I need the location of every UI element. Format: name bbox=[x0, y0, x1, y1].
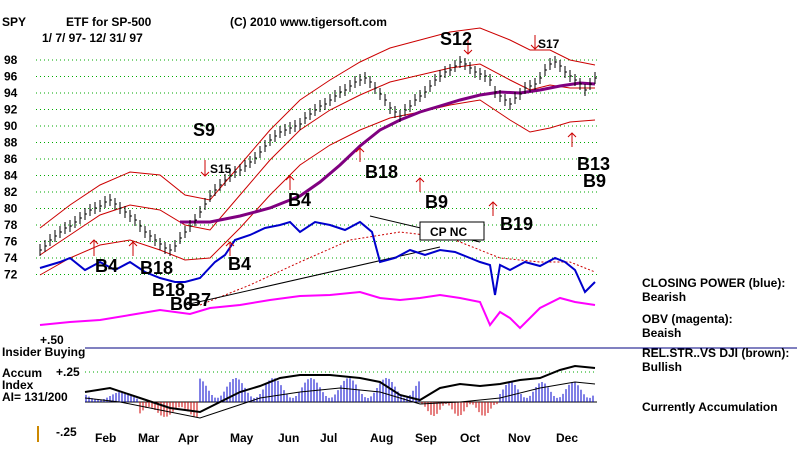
price-tick-94: 94 bbox=[4, 86, 18, 100]
price-tick-74: 74 bbox=[4, 251, 18, 265]
signal-B13-dec: B13 bbox=[577, 154, 610, 174]
price-tick-78: 78 bbox=[4, 218, 18, 232]
signal-S17: S17 bbox=[538, 37, 560, 51]
month-label-may: May bbox=[230, 431, 254, 445]
accum-title-1: Accum bbox=[2, 366, 42, 380]
price-tick-88: 88 bbox=[4, 136, 18, 150]
signal-B9-dec: B9 bbox=[583, 171, 606, 191]
signal-arrows bbox=[89, 35, 577, 256]
month-label-feb: Feb bbox=[95, 431, 116, 445]
price-tick-90: 90 bbox=[4, 119, 18, 133]
date-range: 1/ 7/ 97- 12/ 31/ 97 bbox=[42, 31, 143, 45]
price-tick-84: 84 bbox=[4, 169, 18, 183]
signal-S15: S15 bbox=[210, 162, 232, 176]
rel-str-line bbox=[199, 231, 596, 306]
price-tick-80: 80 bbox=[4, 202, 18, 216]
month-axis: Feb Mar Apr May Jun Jul Aug Sep Oct Nov Dec bbox=[95, 431, 578, 445]
legend-obv: OBV (magenta): Beaish bbox=[642, 312, 733, 340]
mid-band bbox=[39, 63, 595, 256]
month-label-aug: Aug bbox=[370, 431, 393, 445]
signal-S12: S12 bbox=[440, 29, 472, 49]
legend-rs-value: Bullish bbox=[642, 360, 683, 374]
legend-cp-value: Bearish bbox=[642, 290, 687, 304]
price-bars bbox=[39, 56, 597, 256]
accum-ma-line bbox=[84, 364, 596, 414]
legend-closing-power: CLOSING POWER (blue): Bearish bbox=[642, 276, 785, 304]
legend-acc-title: Currently Accumulation bbox=[642, 400, 778, 414]
signal-B7-apr: B7 bbox=[188, 290, 211, 310]
signal-B18-mar2: B18 bbox=[152, 280, 185, 300]
legend-accumulation: Currently Accumulation bbox=[642, 400, 778, 414]
price-tick-92: 92 bbox=[4, 103, 18, 117]
accum-title-2: Index bbox=[2, 378, 34, 392]
cp-nc-label: CP NC bbox=[430, 225, 467, 239]
signal-B9-sep: B9 bbox=[425, 192, 448, 212]
upper-band bbox=[39, 27, 596, 229]
moving-average bbox=[180, 81, 596, 224]
month-label-dec: Dec bbox=[556, 431, 578, 445]
legend-rel-str: REL.STR..VS DJI (brown): Bullish bbox=[642, 346, 789, 374]
legend-obv-title: OBV (magenta): bbox=[642, 312, 733, 326]
signal-B4-may: B4 bbox=[288, 190, 311, 210]
price-tick-86: 86 bbox=[4, 152, 18, 166]
cp-nc-box bbox=[419, 221, 485, 241]
price-tick-98: 98 bbox=[4, 53, 18, 67]
obv-line bbox=[39, 290, 596, 330]
accum-thin-line bbox=[84, 381, 596, 419]
signal-B4-apr: B4 bbox=[228, 254, 251, 274]
price-tick-96: 96 bbox=[4, 70, 18, 84]
signal-B18-aug: B18 bbox=[365, 162, 398, 182]
price-tick-82: 82 bbox=[4, 185, 18, 199]
closing-power bbox=[39, 220, 596, 296]
month-label-apr: Apr bbox=[178, 431, 199, 445]
signal-B4-feb: B4 bbox=[95, 256, 118, 276]
lower-band bbox=[39, 99, 596, 276]
price-axis: 98 96 94 92 90 88 86 84 82 80 78 76 74 72 bbox=[4, 53, 18, 282]
legend-cp-title: CLOSING POWER (blue): bbox=[642, 276, 786, 290]
insider-value: +.50 bbox=[40, 333, 64, 347]
accum-bottom: -.25 bbox=[56, 425, 77, 439]
price-tick-76: 76 bbox=[4, 235, 18, 249]
insider-label: Insider Buying bbox=[2, 345, 85, 359]
accum-ai: AI= 131/200 bbox=[2, 390, 68, 404]
signal-B6-apr: B6 bbox=[170, 294, 193, 314]
price-tick-72: 72 bbox=[4, 268, 18, 282]
signal-B18-mar: B18 bbox=[140, 258, 173, 278]
legend-obv-value: Beaish bbox=[642, 326, 682, 340]
accum-histogram bbox=[85, 378, 594, 417]
copyright: (C) 2010 www.tigersoft.com bbox=[230, 15, 387, 29]
month-label-mar: Mar bbox=[138, 431, 160, 445]
month-label-oct: Oct bbox=[460, 431, 480, 445]
signal-S9: S9 bbox=[193, 120, 215, 140]
etf-name: ETF for SP-500 bbox=[66, 15, 152, 29]
legend-rs-title: REL.STR..VS DJI (brown): bbox=[642, 346, 790, 360]
month-label-nov: Nov bbox=[508, 431, 531, 445]
month-label-jul: Jul bbox=[320, 431, 337, 445]
accum-top: +.25 bbox=[56, 365, 80, 379]
month-label-sep: Sep bbox=[415, 431, 437, 445]
signal-B19-oct: B19 bbox=[500, 214, 533, 234]
symbol: SPY bbox=[2, 15, 26, 29]
month-label-jun: Jun bbox=[278, 431, 299, 445]
